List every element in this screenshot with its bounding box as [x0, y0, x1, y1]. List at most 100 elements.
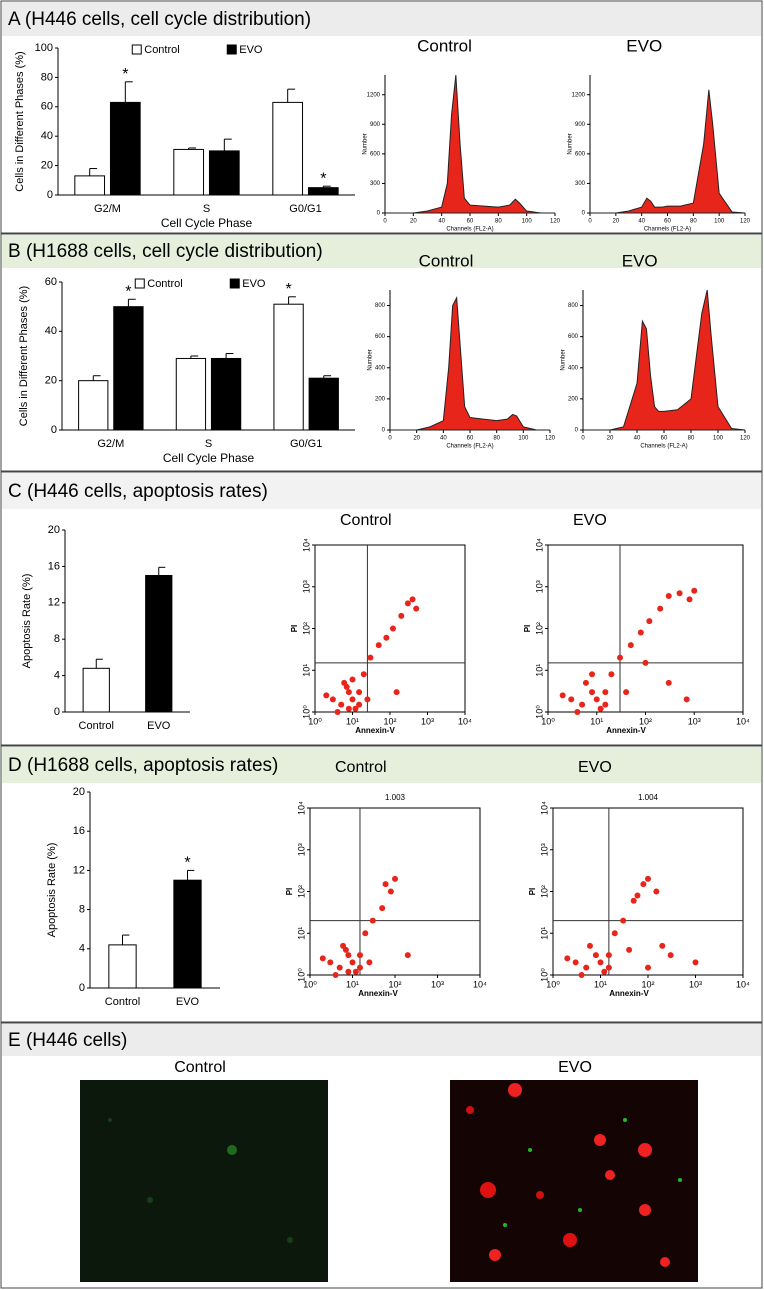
dot [327, 959, 334, 966]
y-tick-label: 1200 [367, 92, 381, 98]
dot [349, 959, 356, 966]
dot [579, 701, 586, 708]
y-tick-label: 0 [51, 424, 57, 436]
dot [578, 972, 585, 978]
y-tick-label: 40 [45, 325, 57, 337]
y-tick-label: 400 [568, 365, 579, 371]
y-tick-label: 1200 [572, 92, 586, 98]
dot [352, 968, 359, 975]
header-band [2, 235, 761, 268]
y-tick-label: 10¹ [301, 664, 311, 677]
cell [639, 1204, 651, 1216]
dot [617, 654, 624, 661]
dot [659, 942, 666, 949]
x-tick-label: 10² [383, 716, 396, 726]
dot [360, 671, 367, 678]
x-tick-label: 0 [383, 219, 387, 225]
bar [78, 380, 109, 431]
dot [338, 701, 345, 708]
dot [676, 590, 683, 597]
y-axis-label: Apoptosis Rate (%) [46, 843, 58, 938]
x-tick-label: 0 [588, 219, 592, 225]
x-tick-label: 80 [493, 436, 500, 442]
x-tick-label: 10¹ [346, 979, 359, 989]
dot [586, 942, 593, 949]
dot [634, 892, 641, 899]
y-tick-label: 10³ [296, 843, 306, 856]
x-tick-label: 60 [467, 436, 474, 442]
plot-frame [552, 807, 744, 976]
chart-title: EVO [578, 759, 612, 776]
cell [108, 1118, 112, 1122]
x-axis-label: Annexin-V [358, 989, 398, 998]
y-tick-label: 600 [575, 151, 586, 157]
y-tick-label: 10² [534, 622, 544, 635]
x-axis-label: Channels (FL2-A) [644, 227, 691, 233]
y-tick-label: 100 [35, 42, 53, 54]
micrograph [450, 1080, 698, 1282]
dot [389, 625, 396, 632]
y-tick-label: 0 [382, 428, 386, 434]
x-tick-label: 10⁴ [736, 716, 750, 726]
y-tick-label: 20 [41, 160, 53, 172]
legend-label: Control [144, 44, 179, 56]
y-tick-label: 60 [41, 101, 53, 113]
y-tick-label: 10⁴ [539, 801, 549, 815]
dot [382, 881, 389, 888]
panel-header: C (H446 cells, apoptosis rates) [8, 481, 268, 502]
dot [332, 972, 339, 978]
y-axis-label: PI [528, 888, 537, 896]
y-tick-label: 800 [568, 303, 579, 309]
x-tick-label: 10⁴ [736, 979, 750, 989]
x-tick-label: 100 [522, 219, 533, 225]
dot [383, 634, 390, 641]
y-tick-label: 0 [377, 211, 381, 217]
x-axis-label: Annexin-V [609, 989, 649, 998]
y-tick-label: 10⁴ [296, 801, 306, 815]
y-tick-label: 8 [79, 904, 85, 916]
dot [605, 952, 612, 959]
y-tick-label: 16 [48, 560, 60, 572]
panel-frame [0, 1022, 763, 1289]
legend-swatch [229, 278, 240, 289]
y-tick-label: 20 [73, 786, 85, 798]
dot [334, 709, 341, 715]
x-tick-label: 80 [495, 219, 502, 225]
x-tick-label: Control [79, 720, 114, 732]
dot [404, 600, 411, 607]
histogram-area [583, 289, 746, 431]
dot [593, 696, 600, 703]
y-tick-label: 10³ [534, 580, 544, 593]
bar [307, 187, 339, 196]
x-tick-label: S [205, 438, 212, 450]
dot [392, 875, 398, 882]
header-band [2, 1024, 761, 1056]
x-tick-label: 60 [467, 219, 474, 225]
y-tick-label: 800 [375, 303, 386, 309]
x-tick-label: 10³ [688, 716, 701, 726]
chart-title: EVO [622, 251, 658, 270]
dot [568, 696, 575, 703]
dot [345, 705, 352, 712]
image-label: EVO [558, 1059, 592, 1076]
y-tick-label: 0 [47, 189, 53, 201]
y-tick-label: 0 [79, 982, 85, 994]
x-tick-label: Control [105, 996, 140, 1008]
y-tick-label: 900 [370, 122, 381, 128]
significance-marker: * [285, 281, 291, 298]
x-tick-label: 10⁰ [308, 716, 322, 726]
x-tick-label: 10² [388, 979, 401, 989]
cell [578, 1208, 582, 1212]
micrograph-evo [450, 1080, 698, 1282]
x-tick-label: 10⁰ [546, 979, 560, 989]
bar [109, 101, 141, 196]
y-tick-label: 10⁴ [301, 538, 311, 552]
x-tick-label: G2/M [97, 438, 124, 450]
panel-frame [0, 745, 763, 1023]
x-tick-label: 10⁰ [541, 716, 555, 726]
y-axis-label: PI [523, 625, 532, 633]
x-axis-label: Cell Cycle Phase [163, 451, 255, 465]
dot [683, 696, 690, 703]
cell [660, 1257, 670, 1267]
dot [597, 959, 604, 966]
